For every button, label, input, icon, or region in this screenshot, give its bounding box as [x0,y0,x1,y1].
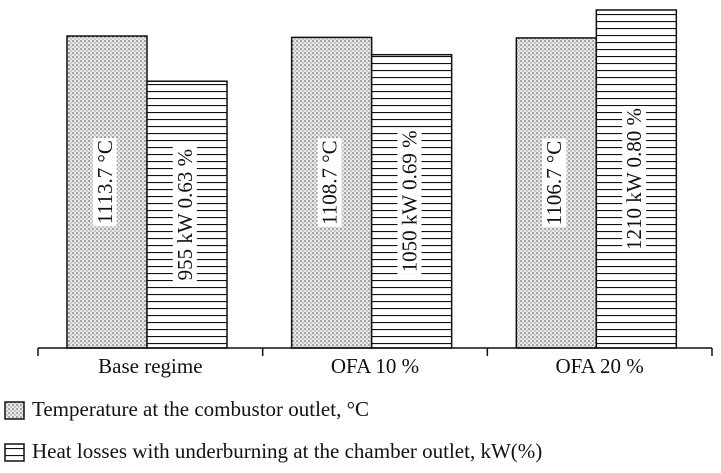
label-background [542,138,567,228]
x-tick-label: Base regime [98,354,202,378]
legend-label: Temperature at the combustor outlet, °C [32,397,369,421]
value-label: 1113.7 °C [93,140,117,224]
label-background [397,128,422,275]
legend-swatch [4,401,25,420]
label-background [622,106,647,252]
x-tick-label: OFA 10 % [331,354,419,378]
value-label: 1108.7 °C [317,140,341,225]
legend-label: Heat losses with underburning at the cha… [32,439,542,463]
legend-swatch [4,443,25,462]
value-label: 1106.7 °C [542,141,566,226]
label-background [172,146,197,283]
value-label: 1050 kW 0.69 % [397,130,421,272]
label-background [92,138,117,226]
value-label: 1210 kW 0.80 % [622,108,646,250]
value-label: 955 kW 0.63 % [173,149,197,280]
x-tick-label: OFA 20 % [556,354,644,378]
label-background [317,138,342,228]
